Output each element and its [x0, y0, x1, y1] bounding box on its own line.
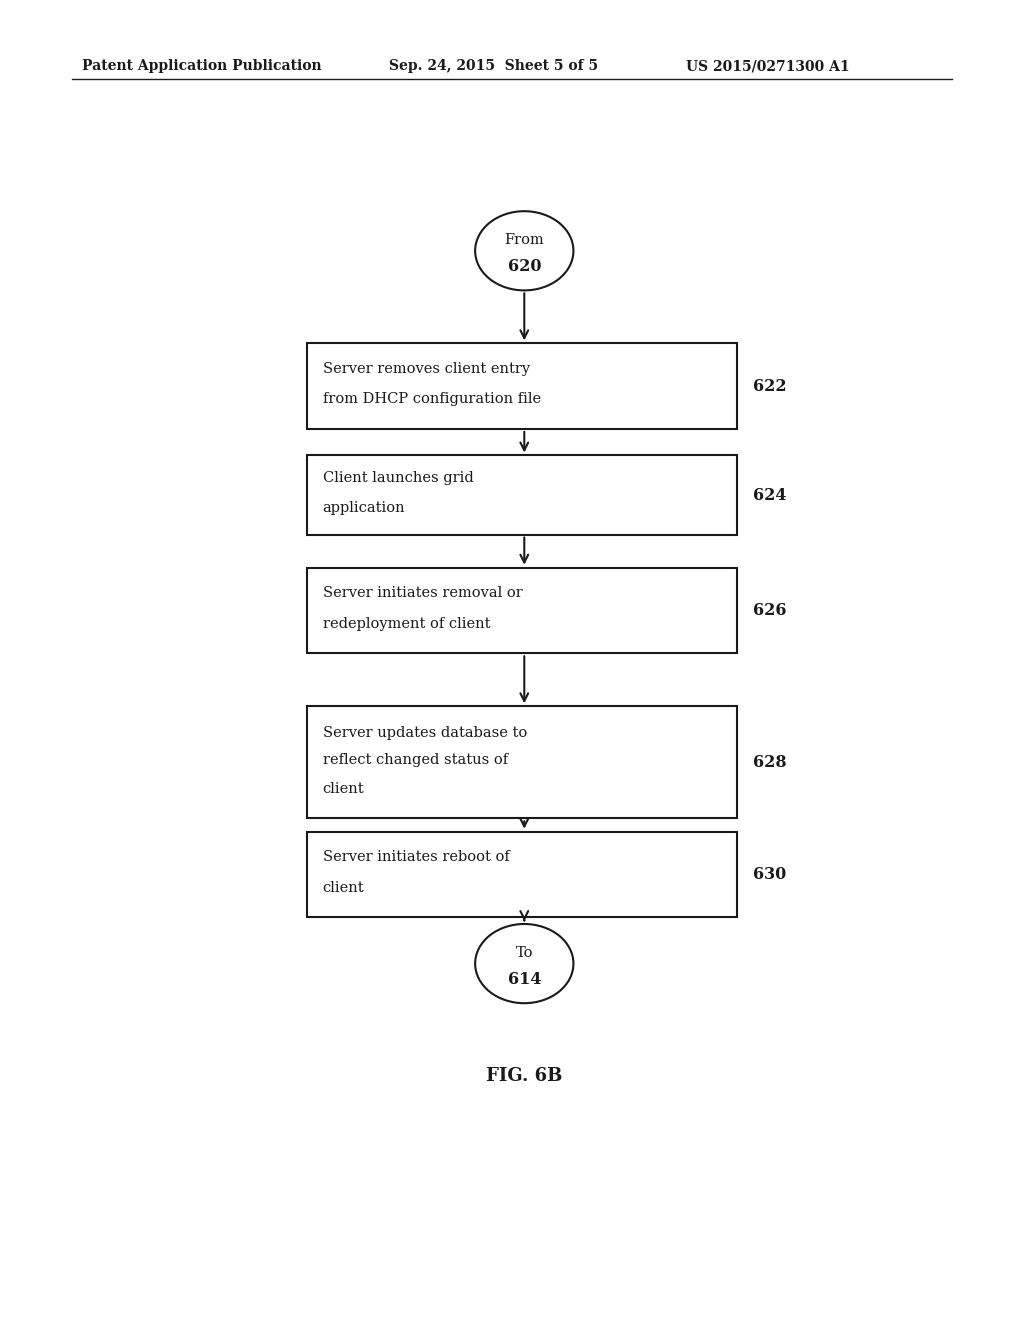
Text: To: To [515, 946, 534, 960]
Text: From: From [505, 234, 544, 247]
Text: Server removes client entry: Server removes client entry [323, 362, 529, 376]
Bar [307, 455, 737, 535]
Text: from DHCP configuration file: from DHCP configuration file [323, 392, 541, 407]
Text: Sep. 24, 2015  Sheet 5 of 5: Sep. 24, 2015 Sheet 5 of 5 [389, 59, 598, 74]
Bar [307, 343, 737, 429]
Text: client: client [323, 880, 365, 895]
Text: client: client [323, 781, 365, 796]
Text: Server initiates removal or: Server initiates removal or [323, 586, 522, 601]
Text: US 2015/0271300 A1: US 2015/0271300 A1 [686, 59, 850, 74]
Text: 628: 628 [753, 754, 786, 771]
Bar [307, 706, 737, 818]
Text: 622: 622 [753, 378, 786, 395]
Text: 626: 626 [753, 602, 786, 619]
Text: reflect changed status of: reflect changed status of [323, 752, 508, 767]
Text: 614: 614 [508, 972, 541, 987]
Text: application: application [323, 502, 406, 515]
Bar [307, 568, 737, 653]
Bar [307, 832, 737, 917]
Text: Server initiates reboot of: Server initiates reboot of [323, 850, 509, 865]
Text: Server updates database to: Server updates database to [323, 726, 526, 741]
Text: 620: 620 [508, 259, 541, 275]
Text: 624: 624 [753, 487, 786, 503]
Text: 630: 630 [753, 866, 785, 883]
Text: Patent Application Publication: Patent Application Publication [82, 59, 322, 74]
Text: redeployment of client: redeployment of client [323, 616, 490, 631]
Text: Client launches grid: Client launches grid [323, 471, 473, 484]
Text: FIG. 6B: FIG. 6B [486, 1067, 562, 1085]
